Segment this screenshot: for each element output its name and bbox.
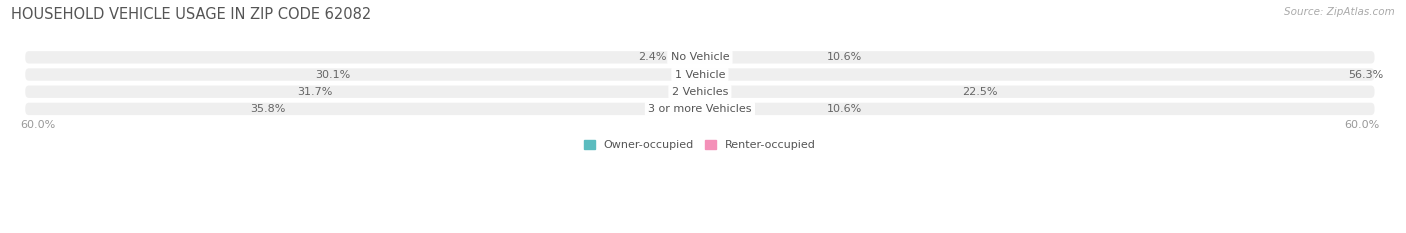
Text: 3 or more Vehicles: 3 or more Vehicles xyxy=(648,104,752,114)
Text: 22.5%: 22.5% xyxy=(963,87,998,97)
Text: No Vehicle: No Vehicle xyxy=(671,52,730,62)
Legend: Owner-occupied, Renter-occupied: Owner-occupied, Renter-occupied xyxy=(579,136,821,155)
Text: 35.8%: 35.8% xyxy=(250,104,285,114)
Text: 60.0%: 60.0% xyxy=(21,120,56,130)
Text: HOUSEHOLD VEHICLE USAGE IN ZIP CODE 62082: HOUSEHOLD VEHICLE USAGE IN ZIP CODE 6208… xyxy=(11,7,371,22)
Text: 30.1%: 30.1% xyxy=(315,69,350,79)
Text: 10.6%: 10.6% xyxy=(827,52,862,62)
Text: 60.0%: 60.0% xyxy=(1344,120,1379,130)
Text: 31.7%: 31.7% xyxy=(297,87,332,97)
Text: 2.4%: 2.4% xyxy=(638,52,666,62)
Text: 56.3%: 56.3% xyxy=(1348,69,1384,79)
FancyBboxPatch shape xyxy=(25,51,1375,64)
FancyBboxPatch shape xyxy=(25,86,1375,98)
FancyBboxPatch shape xyxy=(25,68,1375,81)
FancyBboxPatch shape xyxy=(25,103,1375,115)
Text: 2 Vehicles: 2 Vehicles xyxy=(672,87,728,97)
Text: Source: ZipAtlas.com: Source: ZipAtlas.com xyxy=(1284,7,1395,17)
Text: 10.6%: 10.6% xyxy=(827,104,862,114)
Text: 1 Vehicle: 1 Vehicle xyxy=(675,69,725,79)
